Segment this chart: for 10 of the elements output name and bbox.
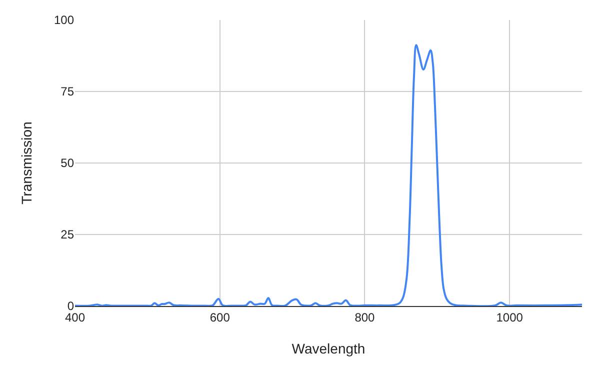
x-tick-label: 1000: [496, 310, 524, 324]
line-series: [75, 44, 582, 306]
y-tick-label: 75: [60, 84, 74, 99]
y-tick-label: 100: [54, 13, 74, 28]
x-tick-label: 800: [354, 310, 376, 324]
x-axis-title: Wavelength: [292, 340, 366, 357]
x-tick-label: 600: [210, 310, 230, 324]
y-tick-label: 50: [60, 156, 74, 170]
y-axis-title: Transmission: [18, 122, 35, 204]
y-tick-label: 25: [60, 228, 74, 242]
